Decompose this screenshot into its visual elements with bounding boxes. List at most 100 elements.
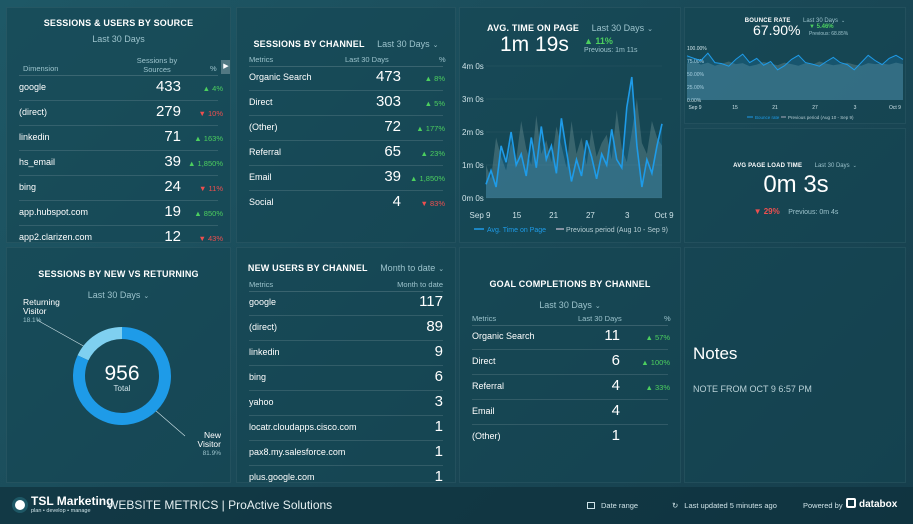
row-value: 71	[164, 128, 181, 145]
table-row[interactable]: Direct 303 ▲ 5%	[249, 91, 445, 116]
brand-logo	[12, 497, 28, 513]
column-header-range: Last 30 Days	[578, 314, 622, 323]
row-value: 433	[155, 78, 181, 95]
chevron-down-icon: ⌄	[143, 293, 150, 300]
x-tick-label: 21	[772, 105, 778, 111]
range-selector[interactable]: Last 30 Days ⌄	[369, 34, 438, 51]
table-row[interactable]: plus.google.com 1	[249, 466, 443, 483]
table-row[interactable]: pax8.my.salesforce.com 1	[249, 441, 443, 466]
x-tick-label: Oct 9	[654, 211, 674, 220]
table-row[interactable]: Email 39 ▲ 1,850%	[249, 166, 445, 191]
table-row[interactable]: bing 6	[249, 366, 443, 391]
row-dimension: google	[19, 82, 47, 92]
header-divider	[19, 75, 218, 76]
panel-header: BOUNCE RATE Last 30 Days ⌄	[685, 14, 905, 25]
brand-name: TSL Marketing	[31, 494, 114, 508]
y-tick-label: 0m 0s	[462, 194, 484, 203]
last-updated-text: Last updated 5 minutes ago	[684, 501, 777, 510]
current-period-area	[486, 77, 662, 198]
time-on-page-chart: 0m 0s 1m 0s 2m 0s 3m 0s 4m 0s Sep 9 15 21 27 3 Oc…	[462, 62, 674, 234]
table-row[interactable]: hs_email 39 ▲ 1,850%	[19, 151, 223, 176]
table-row[interactable]: linkedin 71 ▲ 163%	[19, 126, 223, 151]
scroll-right-button[interactable]: ▶	[221, 60, 230, 74]
row-dimension: bing	[19, 182, 37, 192]
row-change: ▲ 100%	[641, 358, 670, 367]
panel-header: AVG. TIME ON PAGE Last 30 Days ⌄	[460, 18, 680, 36]
row-dimension: bing	[249, 372, 267, 382]
new-pct: 81.9%	[202, 450, 221, 457]
previous-period-area	[687, 61, 903, 100]
table-row[interactable]: app.hubspot.com 19 ▲ 850%	[19, 201, 223, 226]
row-value: 1	[434, 418, 443, 435]
donut-total-label: Total	[114, 384, 131, 393]
panel-header: SESSIONS BY CHANNEL Last 30 Days ⌄	[237, 34, 455, 52]
table-row[interactable]: google 433 ▲ 4%	[19, 76, 223, 101]
table-row[interactable]: Organic Search 473 ▲ 8%	[249, 66, 445, 91]
table-row[interactable]: (Other) 1	[472, 425, 668, 450]
range-selector[interactable]: Month to date ⌄	[372, 258, 444, 275]
table-row[interactable]: (Other) 72 ▲ 177%	[249, 116, 445, 141]
x-tick-label: 21	[549, 211, 558, 220]
row-change: ▲ 163%	[194, 134, 223, 143]
last-updated: ↻ Last updated 5 minutes ago	[672, 501, 777, 510]
panel-title: BOUNCE RATE	[744, 18, 791, 24]
row-dimension: Referral	[472, 381, 505, 391]
table-row[interactable]: locatr.cloudapps.cisco.com 1	[249, 416, 443, 441]
row-dimension: yahoo	[249, 397, 274, 407]
table-row[interactable]: Email 4	[472, 400, 668, 425]
range-selector[interactable]: Last 30 Days ⌄	[807, 154, 857, 171]
column-header-metric-line2: Sources	[143, 65, 171, 74]
x-axis-ticks: Sep 9 15 21 27 3 Oct 9	[688, 105, 901, 111]
table-row[interactable]: app2.clarizen.com 12 ▼ 43%	[19, 226, 223, 242]
range-selector-label: Last 30 Days	[377, 39, 430, 49]
row-dimension: Referral	[249, 147, 282, 157]
date-range-button[interactable]: Date range	[587, 501, 638, 510]
x-tick-label: 3	[854, 105, 857, 111]
header-divider	[249, 66, 443, 67]
header-divider	[249, 291, 443, 292]
row-value: 9	[434, 343, 443, 360]
row-value: 1	[434, 443, 443, 460]
databox-link[interactable]: databox	[846, 498, 897, 510]
donut-slice[interactable]	[73, 327, 171, 425]
table-row[interactable]: Organic Search 11 ▲ 57%	[472, 325, 670, 350]
table-row[interactable]: Direct 6 ▲ 100%	[472, 350, 670, 375]
table-row[interactable]: (direct) 89	[249, 316, 443, 341]
donut-slice[interactable]	[77, 327, 123, 361]
table-row[interactable]: Social 4 ▼ 83%	[249, 191, 445, 216]
range-selector[interactable]: Last 30 Days ⌄	[460, 295, 680, 313]
panel-header: NEW USERS BY CHANNEL Month to date ⌄	[237, 258, 455, 276]
table-row[interactable]: yahoo 3	[249, 391, 443, 416]
column-header-range: Month to date	[397, 280, 443, 289]
y-tick-label: 3m 0s	[462, 95, 484, 104]
table-row[interactable]: linkedin 9	[249, 341, 443, 366]
range-selector[interactable]: Last 30 Days ⌄	[7, 285, 230, 303]
new-label: New Visitor 81.9%	[181, 431, 221, 458]
returning-label: Returning Visitor 18.1%	[23, 298, 60, 325]
table-row[interactable]: (direct) 279 ▼ 10%	[19, 101, 223, 126]
table-row[interactable]: Referral 65 ▲ 23%	[249, 141, 445, 166]
big-value: 1m 19s	[500, 33, 569, 56]
column-header-metric: Sessions by Sources	[132, 56, 182, 74]
x-tick-label: 27	[586, 211, 595, 220]
row-dimension: plus.google.com	[249, 472, 315, 482]
databox-logo-icon	[846, 498, 856, 508]
donut-chart: 956 Total	[36, 319, 186, 437]
footer-bar: TSL Marketing plan • develop • manage WE…	[0, 487, 913, 524]
row-change: ▼ 83%	[420, 199, 445, 208]
row-change: ▼ 43%	[198, 234, 223, 243]
panel-title: SESSIONS BY NEW VS RETURNING	[38, 269, 199, 279]
range-selector[interactable]: Last 30 Days ⌄	[584, 18, 653, 35]
range-selector[interactable]: Last 30 Days ⌄	[795, 9, 845, 26]
row-change: ▲ 850%	[194, 209, 223, 218]
table-row[interactable]: google 117	[249, 291, 443, 316]
row-value: 1	[434, 468, 443, 483]
table-row[interactable]: bing 24 ▼ 11%	[19, 176, 223, 201]
row-change: ▲ 33%	[645, 383, 670, 392]
x-tick-label: 15	[512, 211, 521, 220]
note-text: NOTE FROM OCT 9 6:57 PM	[693, 384, 812, 394]
table-row[interactable]: Referral 4 ▲ 33%	[472, 375, 670, 400]
row-dimension: app.hubspot.com	[19, 207, 89, 217]
current-period-line	[686, 52, 904, 71]
new-label-line1: New	[203, 430, 221, 440]
